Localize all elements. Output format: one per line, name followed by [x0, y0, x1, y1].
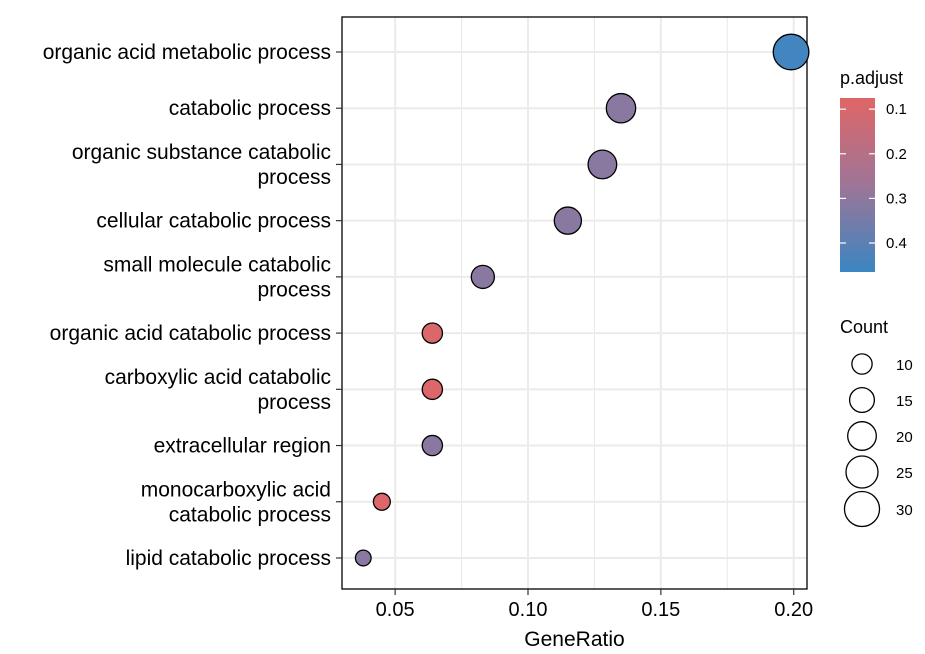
data-point	[354, 549, 372, 567]
y-tick-label: cellular catabolic process	[96, 210, 331, 233]
data-point	[553, 206, 583, 235]
y-tick-label: lipid catabolic process	[126, 547, 331, 570]
y-tick-label: organic acid catabolic process	[50, 322, 331, 345]
color-legend-bar	[840, 98, 875, 272]
x-tick-label: 0.20	[774, 599, 813, 621]
x-tick-label: 0.05	[376, 599, 415, 621]
x-axis-title: GeneRatio	[524, 628, 624, 651]
data-point	[421, 378, 444, 401]
size-legend-circle	[847, 421, 877, 451]
color-legend-label: 0.4	[886, 235, 907, 252]
size-legend-label: 15	[896, 393, 913, 410]
plot-panel-border	[341, 16, 808, 590]
data-point	[421, 322, 444, 344]
size-legend-circle	[845, 455, 879, 489]
y-tick-label: monocarboxylic acid catabolic process	[141, 478, 331, 526]
y-tick-label: catabolic process	[169, 97, 331, 120]
size-legend-title: Count	[840, 317, 888, 337]
size-legend-circle	[851, 353, 873, 375]
y-axis: organic acid metabolic process catabolic …	[43, 41, 342, 570]
grid-lines	[342, 17, 807, 589]
size-legend-label: 10	[896, 357, 913, 374]
y-tick-label: organic substance catabolic process	[72, 141, 331, 189]
size-legend-label: 20	[896, 429, 913, 446]
data-point	[421, 434, 444, 457]
x-tick-label: 0.10	[509, 599, 548, 621]
y-tick-label: extracellular region	[154, 435, 331, 458]
data-point	[605, 92, 637, 124]
data-points	[354, 33, 810, 567]
y-tick-label: carboxylic acid catabolic process	[105, 366, 331, 414]
color-legend-label: 0.1	[886, 101, 907, 118]
data-point	[372, 492, 391, 511]
size-legend-circle	[843, 490, 881, 528]
x-tick-label: 0.15	[641, 599, 680, 621]
data-point	[587, 149, 618, 180]
color-legend-title: p.adjust	[840, 68, 903, 88]
data-point	[470, 264, 496, 290]
color-legend: p.adjust 0.1 0.2 0.3 0.4	[840, 68, 907, 272]
size-legend-label: 30	[896, 502, 913, 519]
y-tick-label: organic acid metabolic process	[43, 41, 331, 64]
y-tick-label: small molecule catabolic process	[103, 253, 331, 301]
x-axis: 0.05 0.10 0.15 0.20	[376, 589, 813, 621]
size-legend-label: 25	[896, 465, 913, 482]
color-legend-label: 0.2	[886, 146, 907, 163]
color-legend-label: 0.3	[886, 190, 907, 207]
data-point	[772, 33, 810, 71]
size-legend-circle	[848, 386, 876, 414]
size-legend: Count 10 15 20 25 30	[840, 317, 913, 528]
